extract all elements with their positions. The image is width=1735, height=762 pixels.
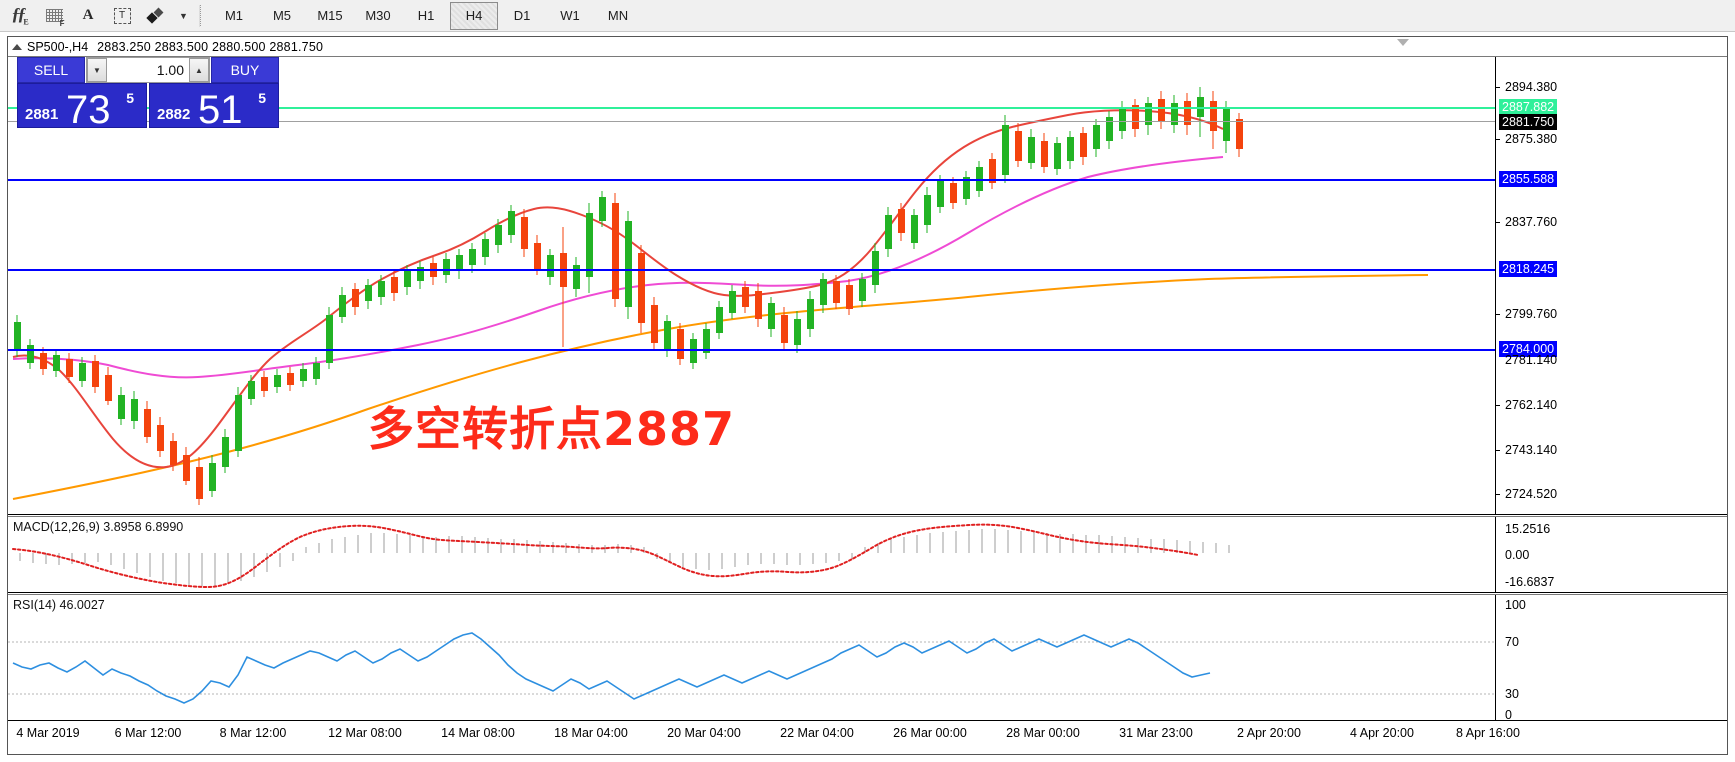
time-tick-11: 2 Apr 20:00	[1237, 726, 1301, 740]
timeframe-mn[interactable]: MN	[607, 8, 629, 23]
macd-tick-min: -16.6837	[1505, 575, 1555, 589]
price-tick-2781140: 2781.140	[1505, 353, 1558, 367]
volume-increment-icon[interactable]: ▲	[189, 58, 209, 82]
price-level-2784000: 2784.000	[1499, 341, 1558, 357]
timeframe-m30[interactable]: M30	[365, 8, 391, 23]
price-bid-badge: 2887.882	[1499, 99, 1558, 115]
price-tick-2762140: 2762.140	[1505, 398, 1558, 412]
chart-ohlc-label: 2883.250 2883.500 2880.500 2881.750	[97, 39, 324, 54]
candle-group	[14, 87, 1243, 505]
candlestick-series	[12, 87, 1429, 505]
price-axis[interactable]: 2894.380 2887.882 2881.750 2875.380 2855…	[1495, 57, 1727, 514]
price-pane: 多空转折点2887 2894.380 2887.882 2881.750 287…	[8, 57, 1727, 515]
oct-header-row: SELL ▼ 1.00 ▲ BUY	[17, 57, 279, 83]
level-line-last	[8, 121, 1495, 122]
sell-price-fraction: 5	[126, 90, 134, 106]
macd-pane: MACD(12,26,9) 3.8958 6.8990	[8, 516, 1727, 593]
chart-symbol-label: SP500-,H4	[27, 39, 89, 54]
rsi-series	[8, 632, 1495, 704]
toolbar: ƒƒE A T ▼ M1 M5 M15 M30 H1 H4 D1 W1 MN	[0, 0, 1735, 32]
rsi-tick-70: 70	[1505, 635, 1519, 649]
collapse-triangle-icon[interactable]	[12, 43, 22, 50]
macd-tick-zero: 0.00	[1505, 548, 1530, 562]
volume-input[interactable]: 1.00	[156, 62, 184, 78]
rsi-tick-30: 30	[1505, 687, 1519, 701]
price-level-2818245: 2818.245	[1499, 261, 1558, 277]
price-tick-2799760: 2799.760	[1505, 307, 1558, 321]
indicators-icon[interactable]: ƒƒE	[11, 4, 29, 27]
price-level-2855588: 2855.588	[1499, 171, 1558, 187]
price-plot: 多空转折点2887	[8, 57, 1495, 514]
chart-annotation[interactable]: 多空转折点2887	[368, 402, 736, 456]
chart-window: SP500-,H4 2883.250 2883.500 2880.500 288…	[7, 36, 1728, 755]
sell-price-prefix: 2881	[25, 106, 59, 123]
level-line-2784[interactable]	[8, 349, 1495, 351]
buy-price-fraction: 5	[258, 90, 266, 106]
buy-price-main: 51	[198, 88, 243, 132]
macd-axis: 15.2516 0.00 -16.6837	[1495, 517, 1727, 592]
timeframe-m1[interactable]: M1	[224, 8, 244, 23]
rsi-tick-100: 100	[1505, 598, 1526, 612]
time-tick-9: 28 Mar 00:00	[1006, 726, 1080, 740]
time-tick-3: 12 Mar 08:00	[328, 726, 402, 740]
macd-label: MACD(12,26,9) 3.8958 6.8990	[13, 520, 184, 534]
oct-price-row: 2881 73 5 2882 51 5	[17, 83, 279, 132]
timeframe-m15[interactable]: M15	[317, 8, 343, 23]
level-line-2818[interactable]	[8, 269, 1495, 271]
grids-icon[interactable]	[38, 2, 70, 30]
timeframe-w1[interactable]: W1	[560, 8, 580, 23]
one-click-trading-panel: SELL ▼ 1.00 ▲ BUY 2881 73 5 2882 51 5	[17, 57, 279, 132]
time-tick-0: 4 Mar 2019	[16, 726, 80, 740]
chevron-down-icon[interactable]	[1397, 39, 1409, 46]
price-tick-2837760: 2837.760	[1505, 215, 1558, 229]
chart-title-bar: SP500-,H4 2883.250 2883.500 2880.500 288…	[8, 37, 1727, 57]
price-tick-2875380: 2875.380	[1505, 132, 1558, 146]
price-tick-2724520: 2724.520	[1505, 487, 1558, 501]
text-object-icon[interactable]: T	[106, 2, 138, 30]
sell-button[interactable]: SELL	[17, 57, 85, 83]
time-axis[interactable]: 4 Mar 2019 6 Mar 12:00 8 Mar 12:00 12 Ma…	[8, 722, 1727, 754]
volume-stepper[interactable]: ▼ 1.00 ▲	[86, 57, 210, 83]
timeframe-group: M1 M5 M15 M30 H1 H4 D1 W1 MN	[210, 1, 642, 30]
timeframe-m5[interactable]: M5	[272, 8, 292, 23]
buy-price-prefix: 2882	[157, 106, 191, 123]
macd-plot	[8, 517, 1495, 592]
objects-dropdown-icon[interactable]: ▼	[179, 10, 188, 21]
time-tick-12: 4 Apr 20:00	[1350, 726, 1414, 740]
time-tick-13: 8 Apr 16:00	[1456, 726, 1520, 740]
timeframe-h4[interactable]: H4	[450, 1, 498, 30]
level-line-2855[interactable]	[8, 179, 1495, 181]
rsi-tick-0: 0	[1505, 708, 1512, 722]
text-label-icon[interactable]: A	[82, 7, 94, 23]
buy-button[interactable]: BUY	[211, 57, 279, 83]
buy-price-cell[interactable]: 2882 51 5	[149, 83, 279, 132]
time-tick-10: 31 Mar 23:00	[1119, 726, 1193, 740]
time-tick-8: 26 Mar 00:00	[893, 726, 967, 740]
price-last-badge: 2881.750	[1499, 114, 1558, 130]
time-tick-6: 20 Mar 04:00	[667, 726, 741, 740]
time-tick-5: 18 Mar 04:00	[554, 726, 628, 740]
rsi-label: RSI(14) 46.0027	[13, 598, 105, 612]
rsi-plot	[8, 595, 1495, 720]
volume-decrement-icon[interactable]: ▼	[87, 58, 107, 82]
level-line-bid[interactable]	[8, 107, 1495, 109]
sell-price-cell[interactable]: 2881 73 5	[17, 83, 147, 132]
toolbar-separator	[199, 4, 201, 27]
objects-icon[interactable]	[140, 2, 172, 30]
rsi-axis: 100 70 30 0	[1495, 595, 1727, 722]
time-tick-1: 6 Mar 12:00	[114, 726, 182, 740]
time-tick-2: 8 Mar 12:00	[219, 726, 287, 740]
sell-price-main: 73	[66, 88, 111, 132]
timeframe-h1[interactable]: H1	[417, 8, 435, 23]
macd-tick-max: 15.2516	[1505, 522, 1551, 536]
macd-series	[12, 523, 1230, 589]
price-tick-2894380: 2894.380	[1505, 80, 1558, 94]
rsi-pane: RSI(14) 46.0027 100 70 30 0	[8, 594, 1727, 722]
time-tick-7: 22 Mar 04:00	[780, 726, 854, 740]
price-tick-2743140: 2743.140	[1505, 443, 1558, 457]
time-tick-4: 14 Mar 08:00	[441, 726, 515, 740]
timeframe-d1[interactable]: D1	[513, 8, 531, 23]
